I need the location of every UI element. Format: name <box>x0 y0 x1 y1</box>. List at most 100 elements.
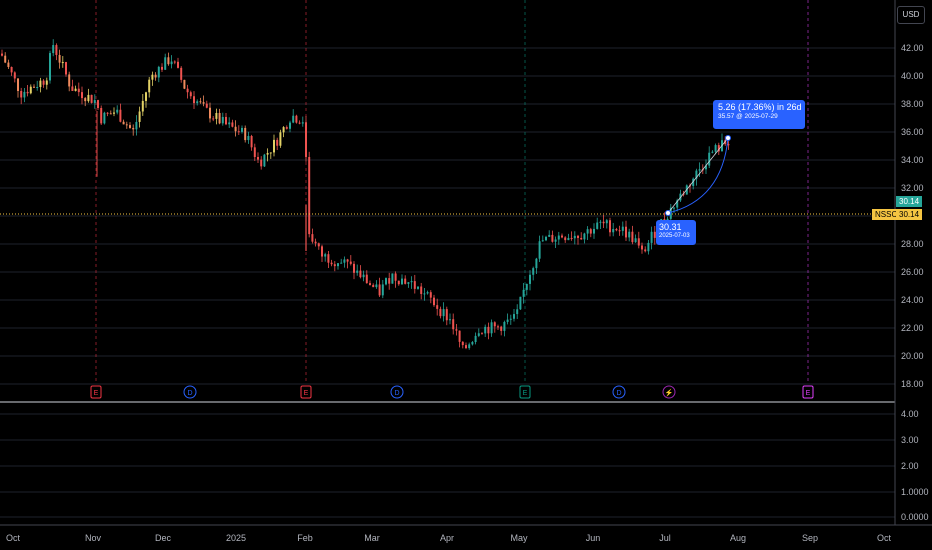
candle <box>413 274 416 294</box>
candle <box>13 71 16 83</box>
price-axis-label: 36.00 <box>901 127 924 137</box>
earnings-marker-icon[interactable]: E <box>300 385 312 399</box>
candle <box>186 84 189 99</box>
candle <box>698 162 701 178</box>
candle <box>525 283 528 296</box>
candle <box>679 189 682 203</box>
candle <box>589 227 592 238</box>
indicator-axis-label: 0.0000 <box>901 512 929 522</box>
candle <box>388 272 391 290</box>
indicator-axis[interactable]: 4.00 3.00 2.00 1.0000 0.0000 <box>901 409 929 522</box>
candle <box>356 264 359 276</box>
grid-lines <box>0 47 895 518</box>
candle <box>135 115 138 136</box>
candle <box>250 134 253 151</box>
candle <box>138 106 141 128</box>
measure-end-detail: 35.57 @ 2025-07-29 <box>718 113 778 120</box>
candle <box>305 116 307 162</box>
price-axis[interactable]: 42.00 40.00 38.00 36.00 34.00 32.00 28.00 26.00… <box>901 43 924 389</box>
candle <box>17 78 19 98</box>
candle <box>215 108 218 125</box>
candle <box>221 112 224 126</box>
candle <box>628 228 631 242</box>
candle <box>183 79 186 90</box>
event-marker-label: E <box>304 390 309 397</box>
candle <box>538 235 541 262</box>
candle <box>269 152 272 159</box>
currency-button[interactable]: USD <box>897 6 925 24</box>
time-axis[interactable]: Oct Nov Dec 2025 Feb Mar Apr May Jun Jul Aug Sep Oct <box>6 533 892 543</box>
candle <box>129 122 131 129</box>
candle <box>708 146 711 168</box>
candle <box>641 242 643 254</box>
candle <box>545 235 547 242</box>
measure-start-price: 30.31 <box>659 222 682 232</box>
candle <box>596 217 599 230</box>
event-marker-label: E <box>806 390 811 397</box>
candle <box>429 290 432 304</box>
candle <box>81 86 83 105</box>
candle <box>145 91 147 108</box>
candle <box>522 283 525 304</box>
split-marker-icon[interactable]: ⚡ <box>662 385 676 399</box>
candle <box>349 255 352 266</box>
dividend-marker-icon[interactable]: D <box>612 385 626 399</box>
candle <box>157 65 160 83</box>
candle <box>247 131 250 144</box>
dividend-marker-icon[interactable]: D <box>183 385 197 399</box>
candle <box>481 332 483 335</box>
candle <box>551 230 554 243</box>
candle <box>330 259 333 267</box>
candle <box>541 235 544 242</box>
candle <box>55 43 58 61</box>
earnings-marker-icon[interactable]: E <box>519 385 531 399</box>
event-markers[interactable]: E D E D E D ⚡ E <box>90 385 814 399</box>
measure-tool[interactable] <box>665 135 731 216</box>
candle <box>234 120 237 137</box>
candle <box>189 90 192 99</box>
candle <box>314 238 317 247</box>
earnings-marker-icon[interactable]: E <box>90 385 102 399</box>
candle <box>615 227 618 232</box>
candle <box>583 232 586 244</box>
candle <box>58 49 61 69</box>
candle <box>353 261 355 280</box>
candle <box>631 225 634 245</box>
candle <box>484 324 487 337</box>
candle <box>1 49 3 57</box>
price-axis-label: 28.00 <box>901 239 924 249</box>
event-marker-label: D <box>394 390 399 397</box>
candle <box>231 119 234 128</box>
candle <box>705 159 707 175</box>
candle <box>516 304 519 320</box>
earnings-future-marker-icon[interactable]: E <box>802 385 814 399</box>
candle <box>298 120 301 125</box>
candle <box>273 134 275 157</box>
candle <box>4 52 7 64</box>
time-axis-label: Jun <box>586 533 601 543</box>
time-axis-label: 2025 <box>226 533 246 543</box>
candle <box>513 309 515 322</box>
candle <box>205 100 208 109</box>
time-axis-label: Feb <box>297 533 313 543</box>
candle <box>97 99 99 110</box>
candle <box>279 129 282 148</box>
candle <box>503 320 506 337</box>
candle <box>548 230 551 237</box>
measure-start-label: 30.31 2025-07-03 <box>656 220 696 245</box>
dividend-marker-icon[interactable]: D <box>390 385 404 399</box>
candle <box>471 340 474 346</box>
candle <box>103 111 106 125</box>
candle <box>529 270 531 291</box>
candle <box>263 153 266 167</box>
candle <box>436 298 439 316</box>
candle <box>449 313 451 325</box>
measure-start-date: 2025-07-03 <box>659 233 690 239</box>
candle <box>714 143 717 155</box>
candle <box>365 270 368 284</box>
candle <box>372 283 375 288</box>
candle <box>26 85 29 97</box>
measure-headline: 5.26 (17.36%) in 26d <box>718 102 802 112</box>
candle <box>417 286 419 290</box>
